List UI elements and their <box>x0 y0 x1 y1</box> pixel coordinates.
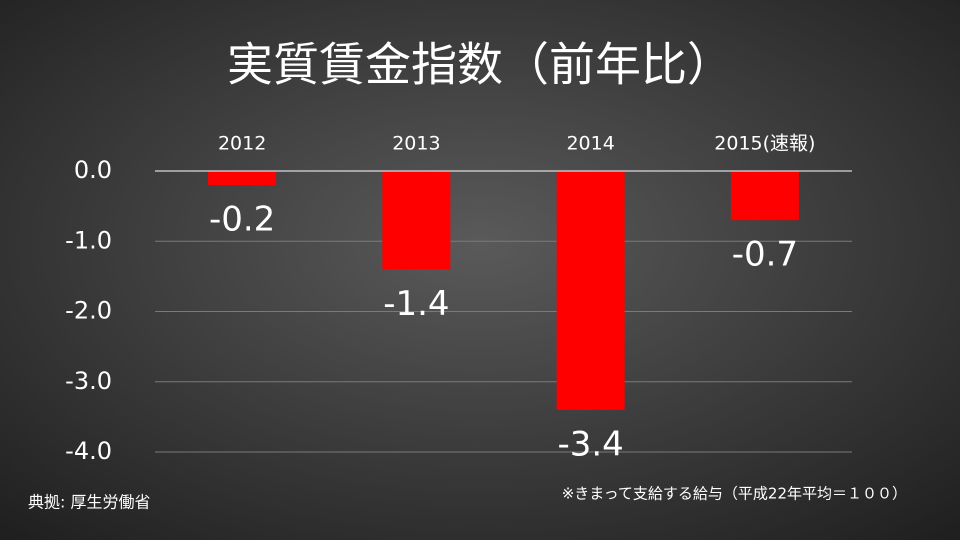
source-note: 典拠: 厚生労働省 <box>28 493 150 512</box>
bar <box>730 171 799 221</box>
value-label: -1.4 <box>383 284 449 324</box>
bar <box>382 171 451 270</box>
chart-title: 実質賃金指数（前年比） <box>227 38 733 92</box>
bar <box>208 171 277 186</box>
y-tick-label: -3.0 <box>65 367 112 395</box>
value-label: -3.4 <box>557 424 623 464</box>
value-label: -0.7 <box>732 235 798 275</box>
y-tick-label: -4.0 <box>65 437 112 465</box>
value-label: -0.2 <box>209 200 275 240</box>
x-tick-label: 2012 <box>218 133 266 155</box>
y-tick-label: -1.0 <box>65 226 112 254</box>
bar <box>556 171 625 410</box>
y-tick-label: -2.0 <box>65 297 112 325</box>
y-tick-label: 0.0 <box>74 156 112 184</box>
x-tick-label: 2013 <box>392 133 440 155</box>
footnote: ※きまって支給する給与（平成22年平均＝１００） <box>562 485 907 503</box>
x-tick-label: 2015(速報) <box>714 133 815 155</box>
x-tick-label: 2014 <box>566 133 614 155</box>
